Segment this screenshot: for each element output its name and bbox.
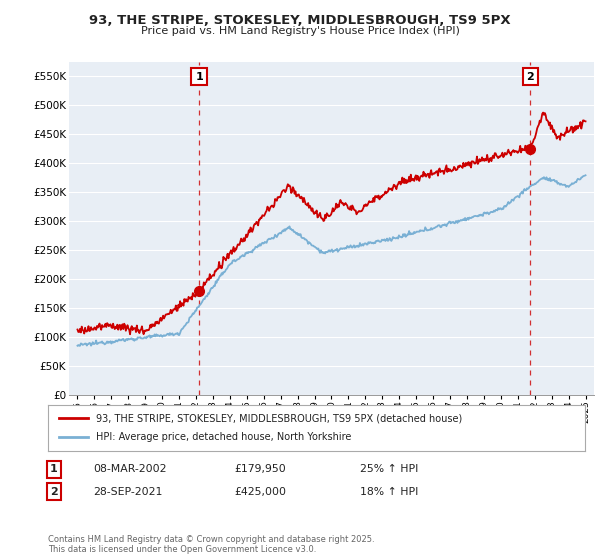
- Text: Contains HM Land Registry data © Crown copyright and database right 2025.
This d: Contains HM Land Registry data © Crown c…: [48, 535, 374, 554]
- Text: 93, THE STRIPE, STOKESLEY, MIDDLESBROUGH, TS9 5PX: 93, THE STRIPE, STOKESLEY, MIDDLESBROUGH…: [89, 14, 511, 27]
- Text: £425,000: £425,000: [234, 487, 286, 497]
- Text: 2: 2: [526, 72, 534, 82]
- Text: Price paid vs. HM Land Registry's House Price Index (HPI): Price paid vs. HM Land Registry's House …: [140, 26, 460, 36]
- Text: 1: 1: [195, 72, 203, 82]
- Text: 08-MAR-2002: 08-MAR-2002: [93, 464, 167, 474]
- Text: HPI: Average price, detached house, North Yorkshire: HPI: Average price, detached house, Nort…: [97, 432, 352, 442]
- Text: 93, THE STRIPE, STOKESLEY, MIDDLESBROUGH, TS9 5PX (detached house): 93, THE STRIPE, STOKESLEY, MIDDLESBROUGH…: [97, 413, 463, 423]
- Text: 25% ↑ HPI: 25% ↑ HPI: [360, 464, 418, 474]
- Text: 28-SEP-2021: 28-SEP-2021: [93, 487, 163, 497]
- Text: 1: 1: [50, 464, 58, 474]
- Text: £179,950: £179,950: [234, 464, 286, 474]
- Text: 18% ↑ HPI: 18% ↑ HPI: [360, 487, 418, 497]
- Text: 2: 2: [50, 487, 58, 497]
